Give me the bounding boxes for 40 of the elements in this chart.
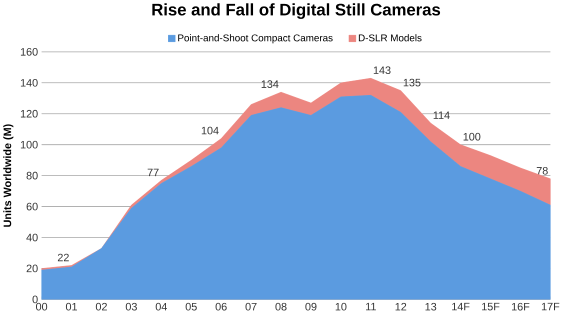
y-tick-label: 100 — [20, 140, 38, 149]
x-tick-label: 17F — [542, 302, 560, 310]
x-tick-label: 14F — [452, 302, 470, 310]
x-tick-label: 01 — [66, 302, 78, 311]
annotation: 22 — [58, 254, 69, 262]
annotation: 100 — [464, 133, 480, 141]
x-tick-label: 02 — [96, 302, 107, 311]
y-axis-title: Units Worldwide (M) — [3, 124, 14, 227]
legend-label: Point-and-Shoot Compact Cameras — [178, 34, 333, 44]
y-tick-label: 20 — [26, 264, 38, 272]
x-tick-label: 15F — [482, 302, 500, 311]
annotation: 114 — [434, 112, 450, 119]
annotation: 143 — [374, 66, 391, 74]
y-tick-label: 80 — [26, 172, 38, 180]
y-tick-label: 120 — [20, 110, 38, 118]
x-tick-label: 05 — [186, 302, 197, 311]
chart-title: Rise and Fall of Digital Still Cameras — [152, 3, 440, 20]
y-tick-label: 160 — [20, 48, 38, 56]
x-tick-label: 00 — [36, 302, 48, 311]
x-tick-label: 06 — [216, 302, 227, 311]
x-tick-label: 04 — [156, 302, 167, 311]
x-tick-label: 16F — [512, 302, 530, 311]
x-tick-label: 13 — [426, 302, 436, 311]
x-tick-label: 10 — [336, 302, 346, 311]
annotation: 134 — [262, 80, 279, 88]
x-tick-label: 12 — [396, 302, 406, 311]
y-tick-label: 140 — [20, 79, 38, 87]
x-tick-label: 03 — [126, 302, 137, 311]
x-tick-label: 11 — [366, 302, 376, 310]
y-tick-label: 40 — [26, 234, 38, 242]
annotation: 78 — [536, 167, 548, 175]
y-tick-label: 60 — [26, 202, 38, 210]
x-tick-label: 07 — [246, 302, 257, 311]
annotation: 104 — [202, 126, 219, 134]
x-tick-label: 08 — [275, 302, 287, 311]
annotation: 77 — [148, 168, 159, 176]
y-tick-label: 0 — [32, 296, 38, 304]
legend-label: D-SLR Models — [358, 34, 422, 42]
annotation: 135 — [404, 78, 420, 87]
x-tick-label: 09 — [305, 302, 316, 311]
